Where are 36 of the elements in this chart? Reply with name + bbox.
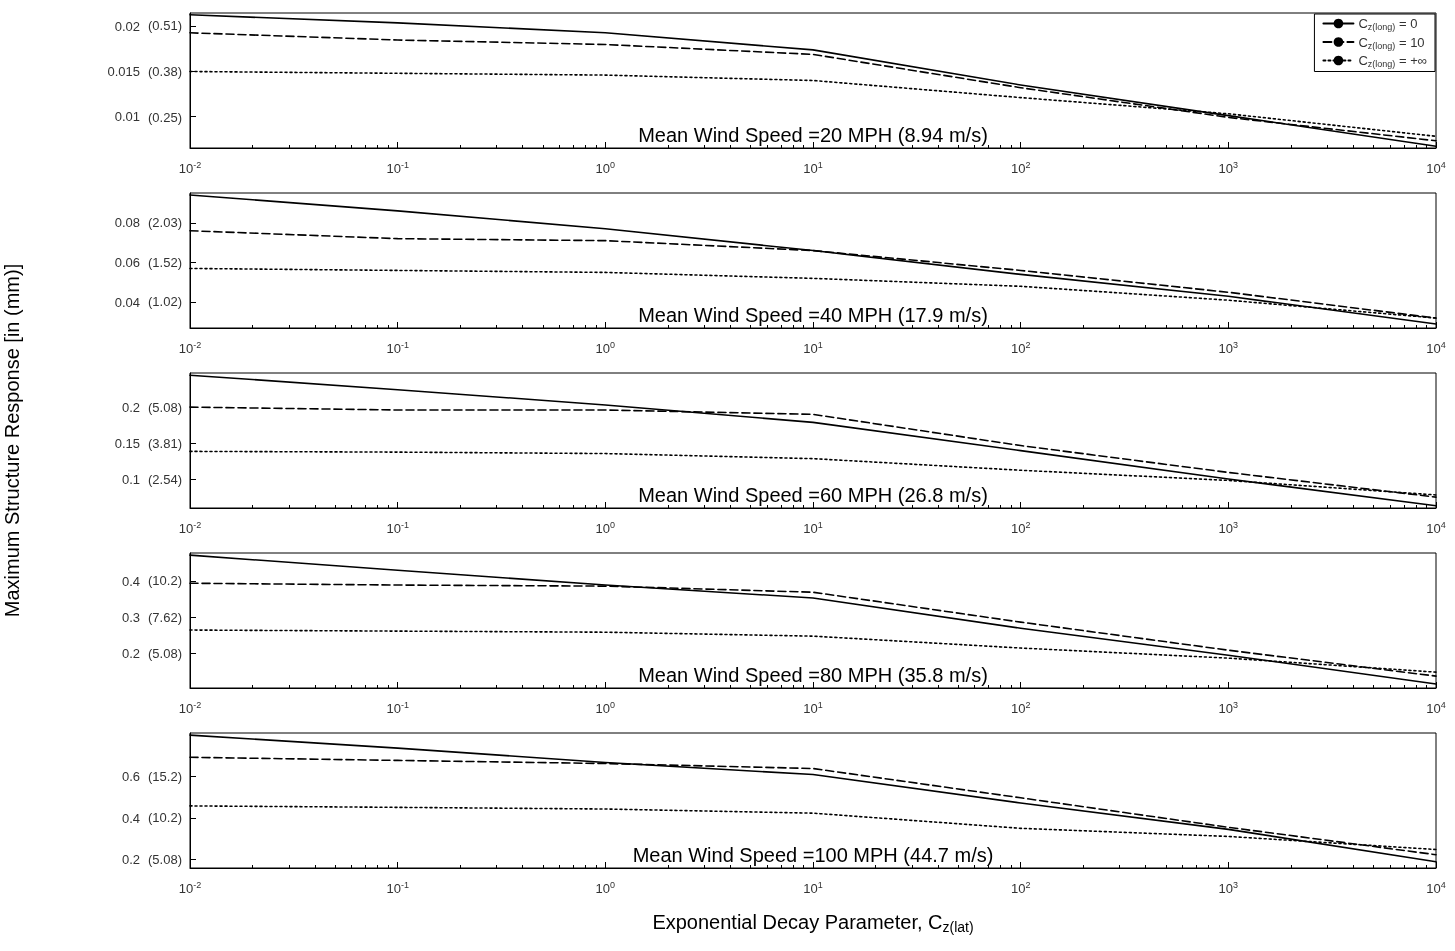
- y-tick-label: 0.4: [121, 573, 140, 589]
- y2-tick-label: (0.38): [148, 64, 182, 80]
- y2-tick-label: (1.52): [148, 255, 182, 271]
- y2-tick-label: (2.03): [148, 215, 182, 231]
- y-tick-label: 0.3: [121, 609, 140, 625]
- y-tick-label: 0.06: [114, 254, 140, 270]
- y2-tick-label: (7.62): [148, 609, 182, 625]
- y2-tick-label: (2.54): [148, 472, 182, 488]
- y2-tick-label: (3.81): [148, 435, 182, 451]
- y-tick-label: 0.015: [107, 64, 140, 79]
- y2-tick-label: (10.2): [148, 573, 182, 589]
- y2-tick-label: (0.25): [148, 110, 182, 126]
- y-tick-label: 0.4: [121, 810, 140, 826]
- y-tick-label: 0.2: [121, 645, 140, 661]
- y2-tick-label: (5.08): [148, 645, 182, 661]
- annotation: Mean Wind Speed =40 MPH (17.9 m/s): [638, 304, 988, 326]
- y2-tick-label: (15.2): [148, 769, 182, 785]
- y-tick-label: 0.2: [121, 399, 140, 415]
- y-tick-label: 0.15: [114, 435, 140, 451]
- y-tick-label: 0.02: [114, 19, 140, 34]
- y2-tick-label: (5.08): [148, 399, 182, 415]
- y-tick-label: 0.01: [114, 109, 140, 124]
- y-axis-title: Maximum Structure Response [in (mm)]: [1, 263, 23, 618]
- y2-tick-label: (5.08): [148, 852, 182, 868]
- y2-tick-label: (0.51): [148, 18, 182, 34]
- y-tick-label: 0.04: [114, 294, 140, 310]
- y-tick-label: 0.08: [114, 215, 140, 231]
- annotation: Mean Wind Speed =60 MPH (26.8 m/s): [638, 484, 988, 506]
- y-tick-label: 0.1: [121, 472, 140, 488]
- y2-tick-label: (10.2): [148, 810, 182, 826]
- annotation: Mean Wind Speed =20 MPH (8.94 m/s): [638, 124, 988, 146]
- annotation: Mean Wind Speed =100 MPH (44.7 m/s): [632, 844, 994, 866]
- y2-tick-label: (1.02): [148, 294, 182, 310]
- annotation: Mean Wind Speed =80 MPH (35.8 m/s): [638, 664, 988, 686]
- y-tick-label: 0.2: [121, 852, 140, 868]
- y-tick-label: 0.6: [121, 769, 140, 785]
